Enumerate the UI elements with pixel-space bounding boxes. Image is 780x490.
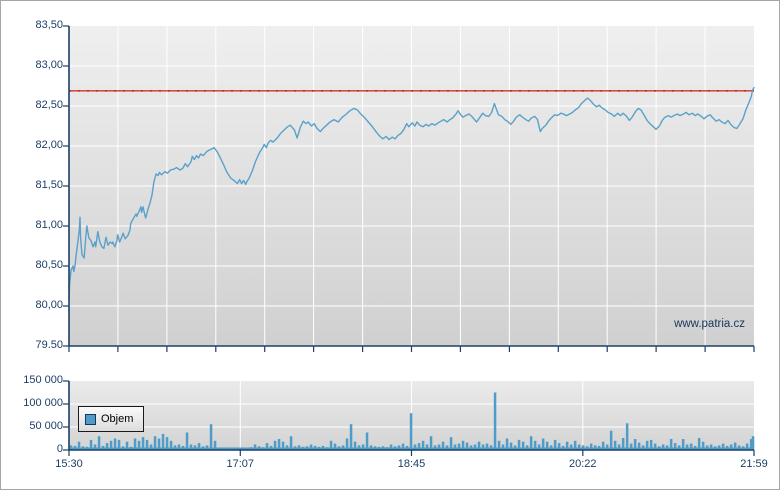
volume-legend-swatch-icon [85,413,96,425]
time-x-tick-label: 17:07 [226,458,255,470]
price-y-tick-label: 83,00 [35,59,63,71]
price-y-tick-label: 82,50 [35,99,63,111]
price-y-tick-label: 80,00 [35,299,63,311]
price-y-tick-label: 81,50 [35,179,63,191]
price-y-tick-label: 81,00 [35,219,63,231]
volume-y-tick-label: 50 000 [29,420,63,432]
watermark-text: www.patria.cz [674,318,745,330]
price-y-tick-label: 83,50 [35,19,63,31]
volume-legend: Objem [78,406,144,432]
volume-y-tick-label: 100 000 [23,397,63,409]
time-x-tick-label: 18:45 [397,458,426,470]
volume-y-tick-label: 0 [56,443,63,455]
time-x-tick-label: 21:59 [740,458,768,470]
volume-legend-label: Objem [101,413,134,425]
time-x-tick-label: 20:22 [568,458,597,470]
price-y-tick-label: 80,50 [35,259,63,271]
volume-y-tick-label: 150 000 [23,374,63,386]
price-y-tick-label: 82,00 [35,139,63,151]
time-x-tick-label: 15:30 [55,458,83,470]
price-y-tick-label: 79.50 [35,339,63,351]
